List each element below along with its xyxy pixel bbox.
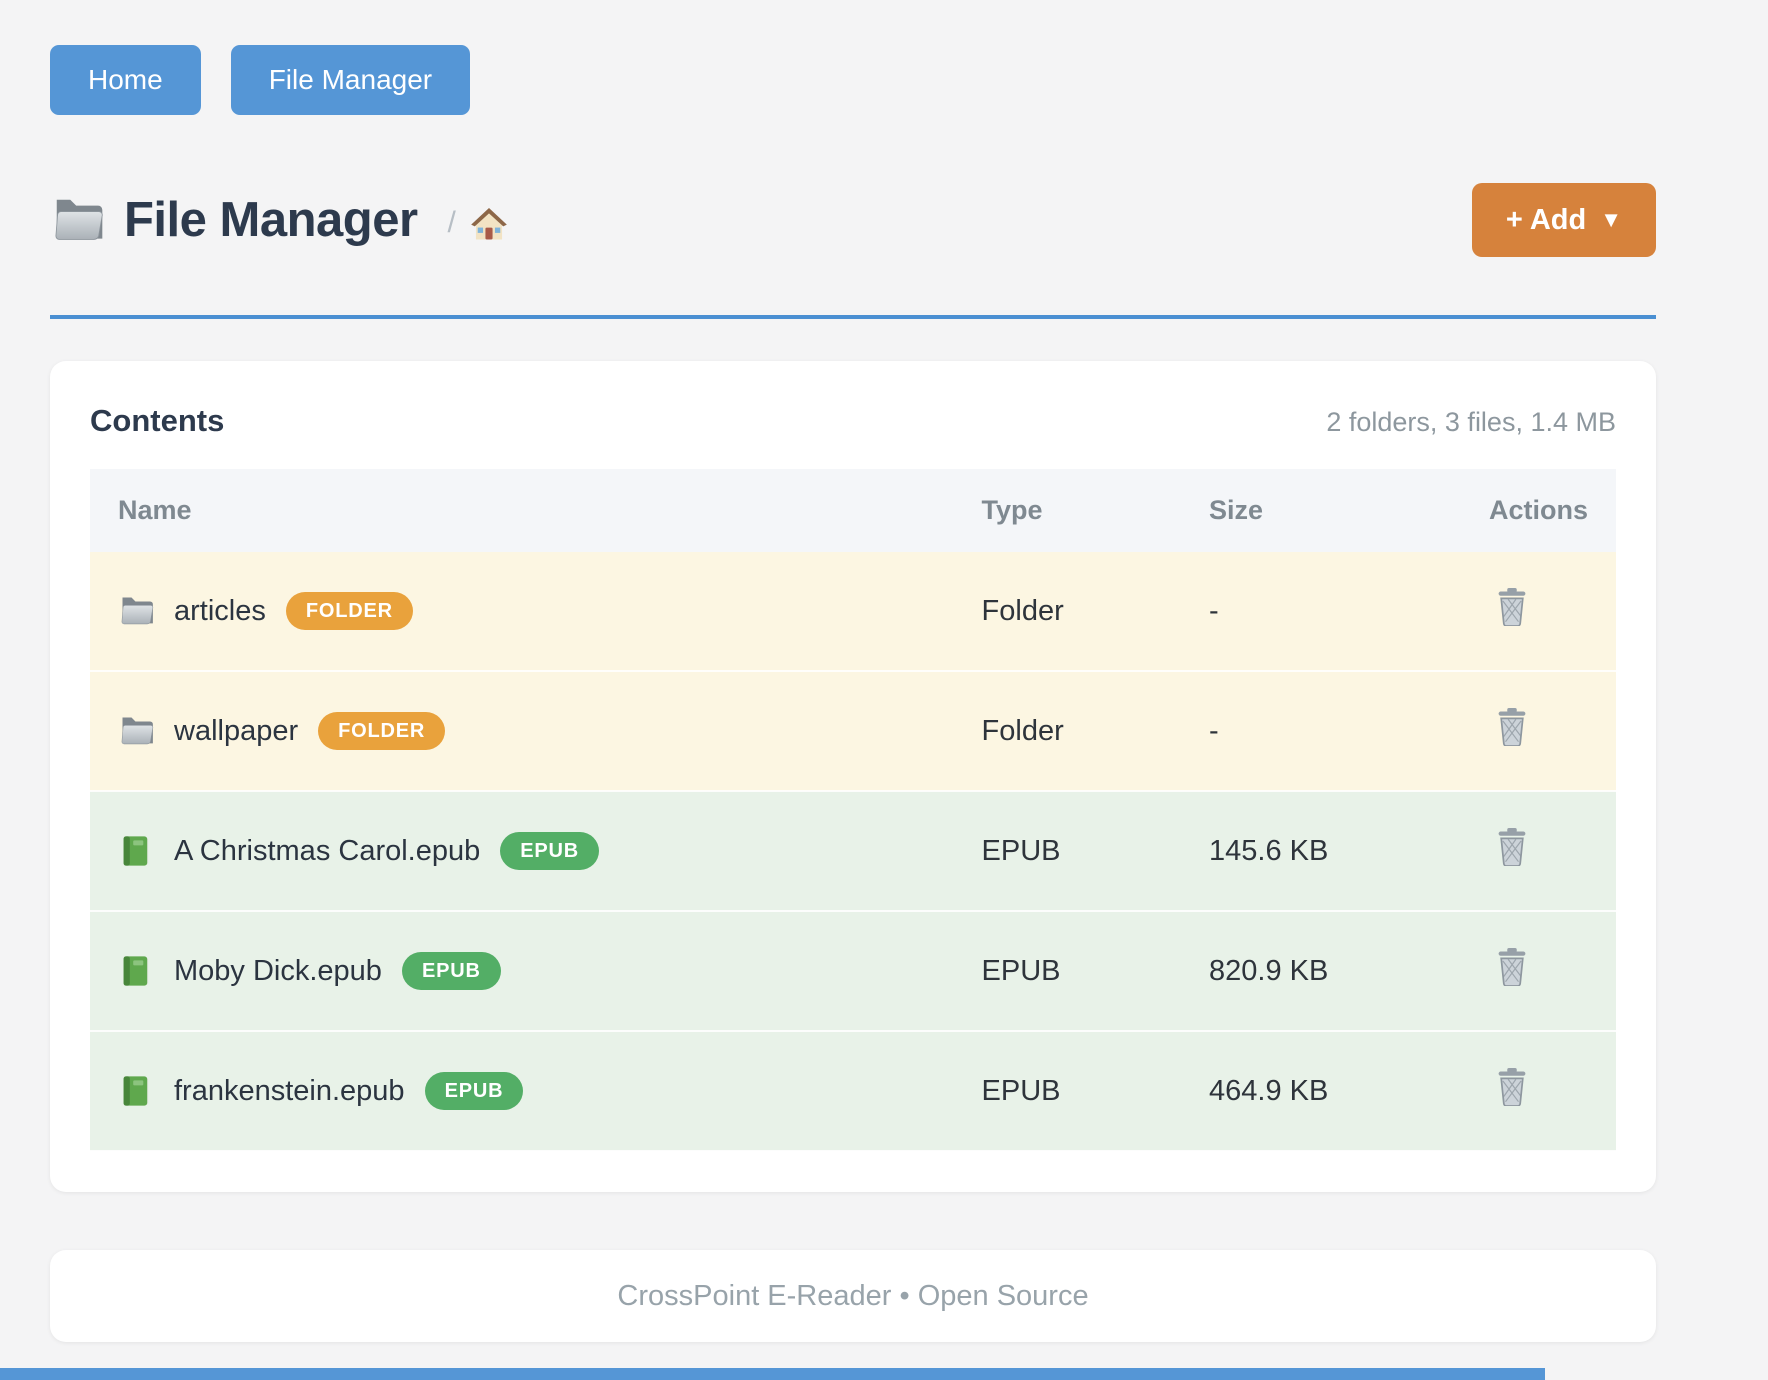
files-table: Name Type Size Actions articles FOLDER F… xyxy=(90,469,1616,1152)
footer-text: CrossPoint E-Reader • Open Source xyxy=(617,1279,1089,1312)
breadcrumb-separator: / xyxy=(447,206,456,239)
item-size: - xyxy=(1181,671,1461,791)
trash-icon xyxy=(1497,707,1527,747)
contents-card: Contents 2 folders, 3 files, 1.4 MB Name… xyxy=(50,361,1656,1192)
table-row-a-christmas-carol[interactable]: A Christmas Carol.epub EPUB EPUB 145.6 K… xyxy=(90,791,1616,911)
item-name[interactable]: Moby Dick.epub xyxy=(174,954,382,987)
column-header-name: Name xyxy=(90,469,954,552)
table-row-frankenstein[interactable]: frankenstein.epub EPUB EPUB 464.9 KB xyxy=(90,1031,1616,1151)
top-nav: Home File Manager xyxy=(50,0,1656,115)
green-book-icon xyxy=(123,836,149,866)
bottom-edge-blue-strip xyxy=(0,1368,1545,1380)
delete-button[interactable] xyxy=(1495,707,1529,747)
item-name[interactable]: articles xyxy=(174,594,266,627)
add-button-label: + Add xyxy=(1505,203,1587,236)
item-size: - xyxy=(1181,552,1461,671)
page-header: File Manager / + Add ▼ xyxy=(50,183,1656,257)
green-book-icon xyxy=(123,1076,149,1106)
table-row-articles[interactable]: articles FOLDER Folder - xyxy=(90,552,1616,671)
nav-home-button[interactable]: Home xyxy=(50,45,201,115)
item-type: EPUB xyxy=(953,791,1182,911)
column-header-type: Type xyxy=(953,469,1182,552)
item-type: Folder xyxy=(953,552,1182,671)
epub-badge: EPUB xyxy=(500,832,600,870)
footer-card: CrossPoint E-Reader • Open Source xyxy=(50,1250,1656,1342)
title-divider xyxy=(50,315,1656,319)
delete-button[interactable] xyxy=(1495,587,1529,627)
item-type: EPUB xyxy=(953,1031,1182,1151)
item-size: 464.9 KB xyxy=(1181,1031,1461,1151)
folder-icon xyxy=(121,597,154,625)
trash-icon xyxy=(1497,587,1527,627)
contents-card-header: Contents 2 folders, 3 files, 1.4 MB xyxy=(90,403,1616,439)
item-name[interactable]: A Christmas Carol.epub xyxy=(174,834,481,867)
folder-badge: FOLDER xyxy=(285,592,413,630)
item-size: 145.6 KB xyxy=(1181,791,1461,911)
contents-title: Contents xyxy=(90,403,225,438)
folder-icon xyxy=(121,717,154,745)
item-type: Folder xyxy=(953,671,1182,791)
folder-icon xyxy=(55,199,103,240)
epub-badge: EPUB xyxy=(401,952,501,990)
home-icon[interactable] xyxy=(470,205,508,243)
table-row-moby-dick[interactable]: Moby Dick.epub EPUB EPUB 820.9 KB xyxy=(90,911,1616,1031)
trash-icon xyxy=(1497,947,1527,987)
delete-button[interactable] xyxy=(1495,827,1529,867)
page-title: File Manager xyxy=(124,193,418,247)
item-size: 820.9 KB xyxy=(1181,911,1461,1031)
item-type: EPUB xyxy=(953,911,1182,1031)
item-name[interactable]: frankenstein.epub xyxy=(174,1074,405,1107)
folder-badge: FOLDER xyxy=(318,712,446,750)
chevron-down-icon: ▼ xyxy=(1600,207,1622,232)
column-header-actions: Actions xyxy=(1460,469,1616,552)
green-book-icon xyxy=(123,956,149,986)
contents-summary: 2 folders, 3 files, 1.4 MB xyxy=(1326,407,1616,437)
files-table-header-row: Name Type Size Actions xyxy=(90,469,1616,552)
column-header-size: Size xyxy=(1181,469,1461,552)
title-group: File Manager / xyxy=(50,192,508,248)
add-button[interactable]: + Add ▼ xyxy=(1471,183,1656,257)
epub-badge: EPUB xyxy=(424,1072,524,1110)
trash-icon xyxy=(1497,1067,1527,1107)
item-name[interactable]: wallpaper xyxy=(174,714,299,747)
page-container: Home File Manager File Manager / + Add ▼… xyxy=(50,0,1656,1342)
trash-icon xyxy=(1497,827,1527,867)
delete-button[interactable] xyxy=(1495,947,1529,987)
table-row-wallpaper[interactable]: wallpaper FOLDER Folder - xyxy=(90,671,1616,791)
delete-button[interactable] xyxy=(1495,1067,1529,1107)
nav-file-manager-button[interactable]: File Manager xyxy=(230,45,471,115)
